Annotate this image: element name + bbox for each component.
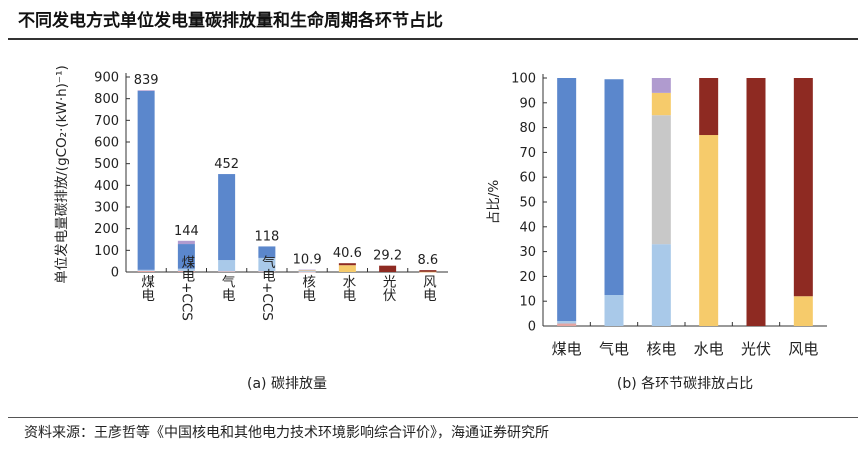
x-category-label: 光伏	[380, 274, 397, 302]
bar-segment	[177, 270, 195, 272]
x-category-label: 气电	[219, 274, 236, 302]
x-category-label: 煤电	[552, 340, 582, 358]
bar-total-label: 452	[214, 157, 239, 172]
title-rule	[8, 38, 858, 40]
x-category-label: 核电	[646, 340, 676, 358]
x-category-label: 煤电+CCS	[178, 255, 195, 321]
bar-total-label: 40.6	[333, 246, 362, 261]
x-category-label: 水电	[339, 274, 356, 302]
x-category-label: 煤电	[138, 274, 155, 302]
y-tick-label: 600	[94, 136, 119, 151]
y-tick-label: 800	[94, 92, 119, 107]
y-axis-label: 占比/%	[486, 180, 502, 225]
bar-segment	[557, 78, 577, 322]
bar-segment	[746, 78, 766, 326]
source-rule	[8, 417, 858, 418]
y-tick-label: 70	[519, 146, 536, 161]
bar-segment	[419, 270, 437, 272]
bar-segment	[177, 240, 195, 245]
y-tick-label: 10	[519, 295, 536, 310]
y-tick-label: 400	[94, 179, 119, 194]
bar-total-label: 8.6	[418, 253, 439, 268]
bar-segment	[298, 270, 316, 271]
bar-segment	[298, 271, 316, 273]
y-tick-label: 0	[528, 320, 536, 335]
y-tick-label: 60	[519, 171, 536, 186]
bar-segment	[137, 90, 155, 270]
y-tick-label: 90	[519, 96, 536, 111]
bar-total-label: 118	[254, 229, 279, 244]
bar-segment	[338, 265, 356, 272]
bar-segment	[651, 244, 671, 326]
bar-segment	[651, 115, 671, 245]
bar-segment	[298, 270, 316, 272]
y-tick-label: 900	[94, 71, 119, 86]
bar-segment	[379, 265, 397, 272]
bar-segment	[651, 78, 671, 93]
y-tick-label: 100	[511, 72, 536, 87]
bar-segment	[137, 90, 155, 91]
bar-segment	[298, 271, 316, 273]
x-category-label: 光伏	[741, 340, 771, 358]
figure-title: 不同发电方式单位发电量碳排放量和生命周期各环节占比	[18, 11, 443, 31]
y-tick-label: 300	[94, 201, 119, 216]
bar-segment	[258, 246, 276, 258]
x-category-label: 气电	[599, 340, 629, 358]
y-tick-label: 50	[519, 196, 536, 211]
y-tick-label: 20	[519, 270, 536, 285]
y-tick-label: 30	[519, 245, 536, 260]
bar-segment	[298, 269, 316, 271]
bar-segment	[651, 92, 671, 116]
y-axis-label: 单位发电量碳排放/(gCO₂·(kW·h)⁻¹)	[54, 65, 70, 284]
bar-segment	[604, 295, 624, 326]
y-tick-label: 500	[94, 157, 119, 172]
bar-segment	[793, 78, 813, 297]
y-tick-label: 40	[519, 220, 536, 235]
x-category-label: 风电	[788, 340, 818, 358]
bar-total-label: 839	[134, 73, 159, 88]
bar-segment	[218, 174, 236, 261]
y-tick-label: 100	[94, 244, 119, 259]
bar-segment	[137, 270, 155, 272]
y-tick-label: 0	[111, 266, 119, 281]
bar-segment	[557, 321, 577, 324]
bar-total-label: 29.2	[373, 249, 402, 264]
bar-total-label: 144	[174, 224, 199, 239]
bar-total-label: 10.9	[293, 253, 322, 268]
y-tick-label: 200	[94, 222, 119, 237]
bar-segment	[793, 296, 813, 326]
x-category-label: 水电	[694, 340, 724, 358]
source-note: 资料来源：王彦哲等《中国核电和其他电力技术环境影响综合评价》，海通证券研究所	[24, 425, 549, 441]
x-category-label: 核电	[299, 274, 316, 302]
bar-segment	[218, 260, 236, 272]
bar-segment	[258, 257, 276, 272]
bar-segment	[604, 79, 624, 296]
chart-caption: (a) 碳排放量	[247, 376, 327, 392]
bar-segment	[338, 263, 356, 266]
bar-segment	[137, 269, 155, 271]
y-tick-label: 700	[94, 114, 119, 129]
bar-segment	[699, 78, 719, 136]
bar-segment	[557, 323, 577, 326]
y-tick-label: 80	[519, 121, 536, 136]
bar-segment	[419, 271, 437, 273]
bar-segment	[177, 244, 195, 269]
bar-segment	[218, 271, 236, 272]
x-category-label: 气电+CCS	[259, 255, 276, 321]
bar-segment	[699, 135, 719, 326]
bar-segment	[258, 271, 276, 272]
x-category-label: 风电	[420, 275, 437, 302]
chart-caption: (b) 各环节碳排放占比	[617, 376, 753, 392]
bar-segment	[177, 268, 195, 271]
